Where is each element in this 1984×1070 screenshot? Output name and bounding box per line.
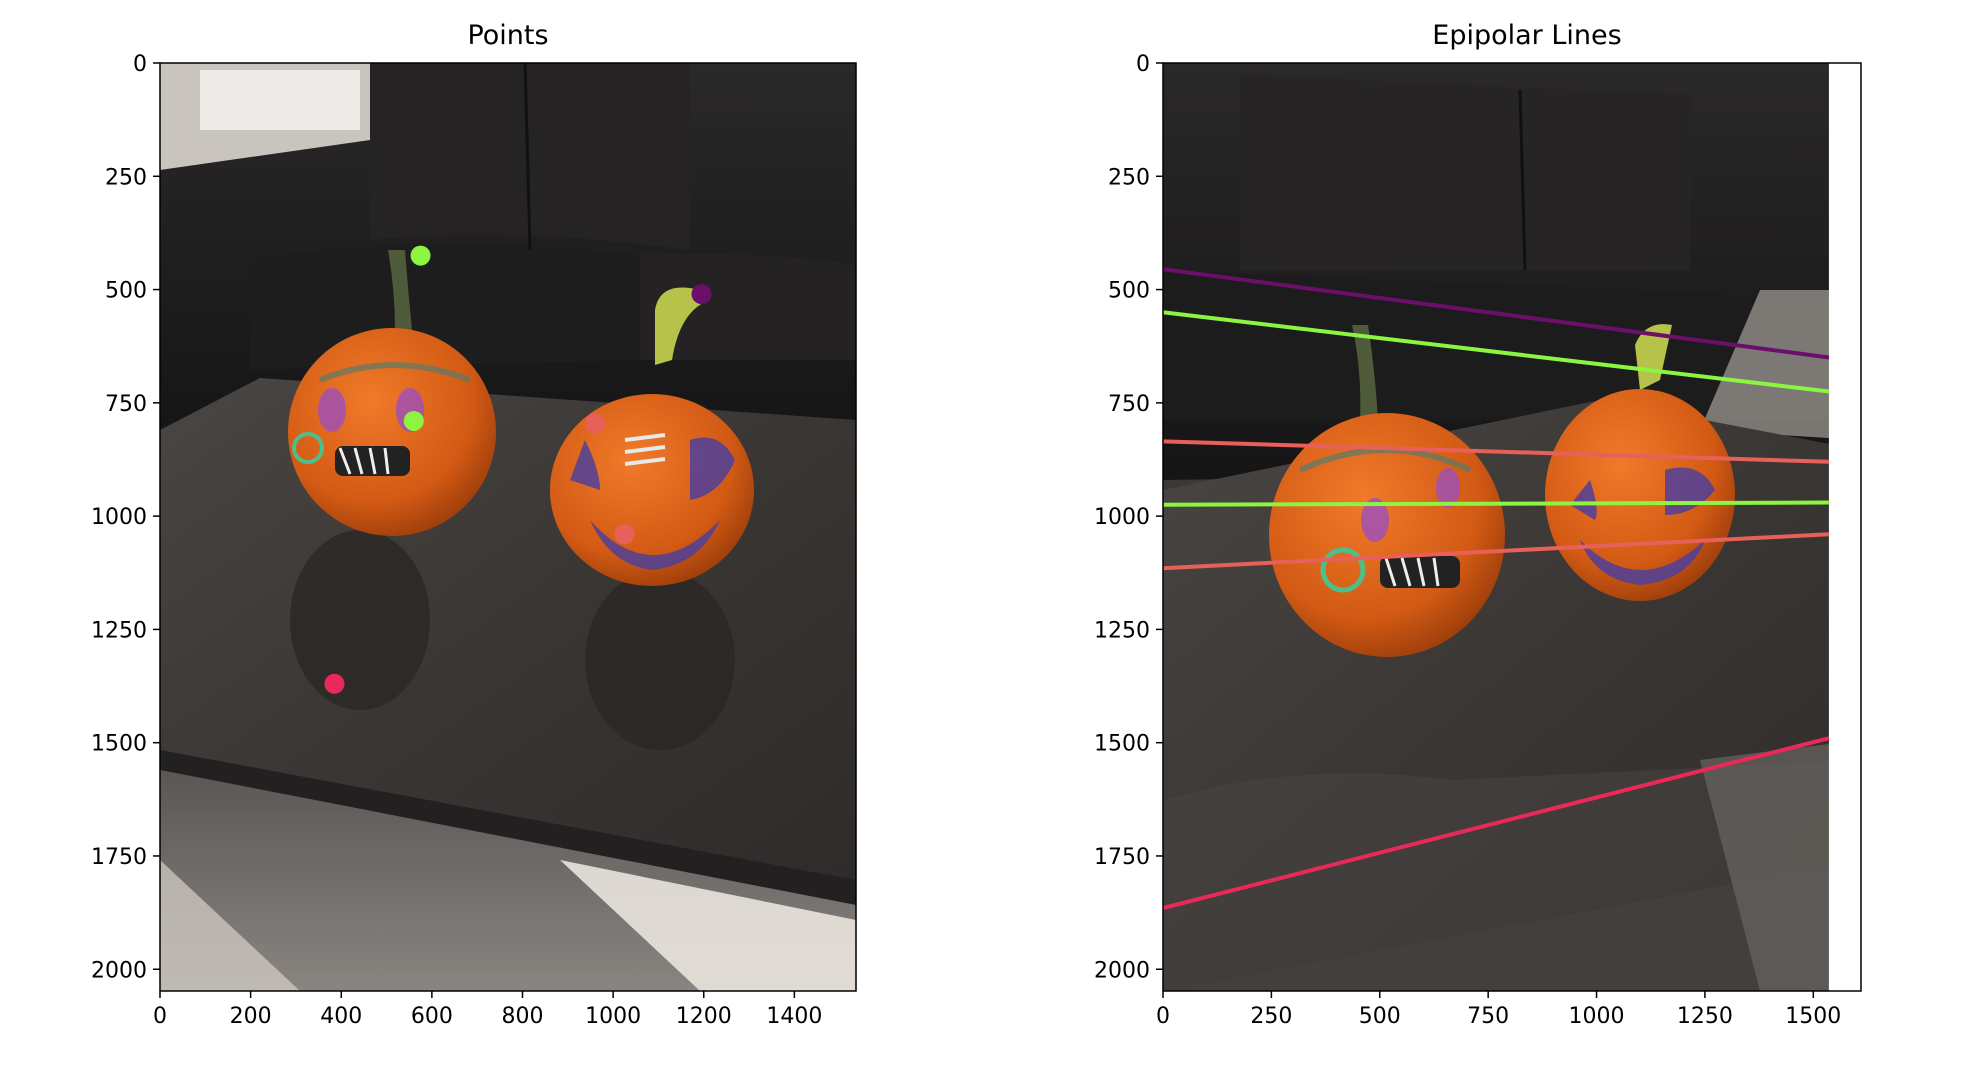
y-tick-label: 500 [1108,279,1150,304]
scatter-point [403,410,424,431]
y-tick-label: 1250 [1094,618,1150,643]
y-tick-label: 2000 [1094,958,1150,983]
x-tick-label: 1000 [585,1004,641,1029]
x-tick-label: 1000 [1569,1004,1625,1029]
y-tick-label: 250 [105,165,147,190]
points-panel: 0 200 400 600 800 1000 1200 1400 0 250 500 750 1000 1… [91,20,857,1029]
x-tick-label: 800 [502,1004,544,1029]
epipolar-panel: 0 250 500 750 1000 1250 1500 0 250 500 750 1000 1250… [1094,20,1862,1029]
y-tick-label: 750 [105,392,147,417]
y-tick-label: 500 [105,279,147,304]
y-tick-label: 1250 [91,618,147,643]
points-markers [324,245,712,694]
x-tick-label: 750 [1467,1004,1509,1029]
x-tick-label: 200 [230,1004,272,1029]
epipolar-line [1162,439,1829,464]
epipolar-line [1162,736,1830,911]
scatter-point [585,413,605,434]
scatter-point [691,284,712,305]
scatter-point [324,673,345,694]
epipolar-lines [1162,267,1830,911]
x-tick-label: 0 [1156,1004,1170,1029]
y-tick-label: 1750 [91,845,147,870]
epipolar-title: Epipolar Lines [1432,20,1621,51]
epipolar-ticks: 0 250 500 750 1000 1250 1500 0 250 500 750 1000 1250… [1094,52,1841,1029]
epipolar-axes-frame [1162,62,1862,992]
image-extent-gap [1828,63,1861,991]
points-axes-frame [159,62,857,992]
scatter-point [410,245,431,266]
epipolar-line [1162,310,1830,394]
y-tick-label: 750 [1108,392,1150,417]
y-tick-label: 1500 [1094,732,1150,757]
x-tick-label: 1500 [1785,1004,1841,1029]
epipolar-line [1162,267,1830,360]
points-title: Points [467,20,548,51]
pumpkin-photo-left [160,63,856,991]
y-tick-label: 1000 [91,505,147,530]
y-tick-label: 2000 [91,958,147,983]
y-tick-label: 250 [1108,165,1150,190]
scatter-point [614,524,635,545]
x-tick-label: 250 [1250,1004,1292,1029]
epipolar-line [1162,532,1830,571]
x-tick-label: 500 [1359,1004,1401,1029]
y-tick-label: 1000 [1094,505,1150,530]
y-tick-label: 0 [133,52,147,77]
x-tick-label: 400 [320,1004,362,1029]
x-tick-label: 1400 [766,1004,822,1029]
x-tick-label: 0 [153,1004,167,1029]
y-tick-label: 0 [1136,52,1150,77]
x-tick-label: 1250 [1677,1004,1733,1029]
y-tick-label: 1750 [1094,845,1150,870]
y-tick-label: 1500 [91,732,147,757]
points-ticks: 0 200 400 600 800 1000 1200 1400 0 250 500 750 1000 1… [91,52,822,1029]
epipolar-line [1162,500,1829,507]
x-tick-label: 1200 [676,1004,732,1029]
pumpkin-photo-right [1163,63,1861,991]
x-tick-label: 600 [411,1004,453,1029]
